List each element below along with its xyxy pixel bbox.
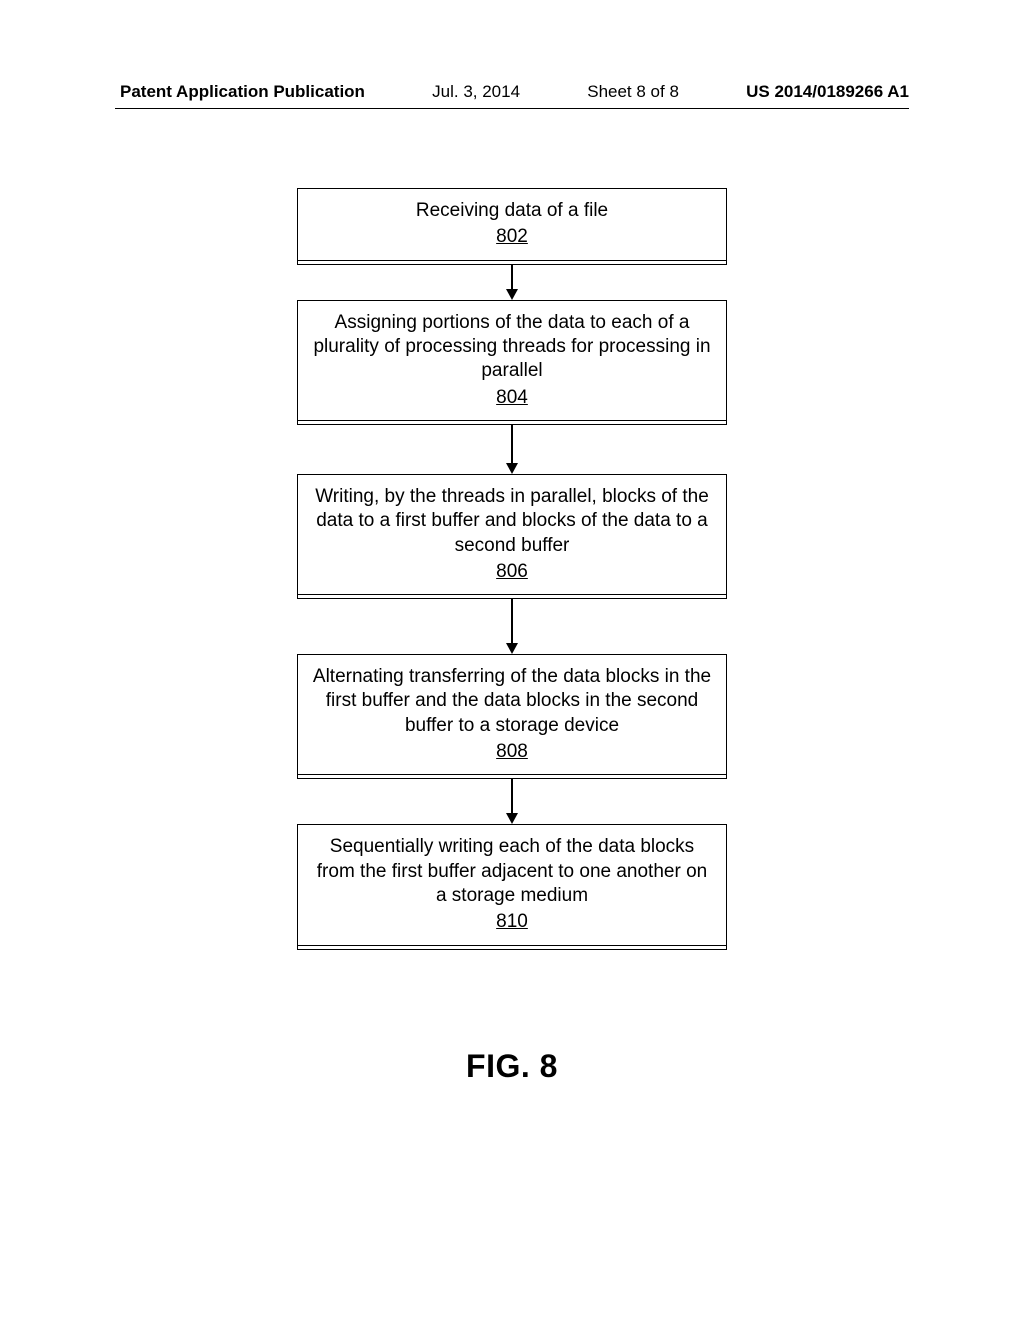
flow-node-ref: 802 (496, 225, 528, 249)
flow-arrow (506, 775, 518, 824)
arrow-shaft (511, 421, 513, 463)
arrow-head-icon (506, 643, 518, 654)
arrow-shaft (511, 261, 513, 289)
flow-node-box: Writing, by the threads in parallel, blo… (297, 474, 727, 595)
flow-node-box: Alternating transferring of the data blo… (297, 654, 727, 775)
flow-node-text: Writing, by the threads in parallel, blo… (310, 485, 714, 558)
arrow-head-icon (506, 289, 518, 300)
publication-number: US 2014/0189266 A1 (746, 82, 909, 102)
flow-node: Alternating transferring of the data blo… (297, 654, 727, 775)
flow-node-text: Assigning portions of the data to each o… (310, 311, 714, 384)
arrow-head-icon (506, 813, 518, 824)
flow-node-text: Receiving data of a file (310, 199, 714, 223)
arrow-shaft (511, 595, 513, 643)
flow-node-text: Sequentially writing each of the data bl… (310, 835, 714, 908)
flow-node: Writing, by the threads in parallel, blo… (297, 474, 727, 595)
arrow-shaft (511, 775, 513, 813)
flow-node-ref: 806 (496, 560, 528, 584)
flowchart: Receiving data of a file802 Assigning por… (0, 188, 1024, 946)
figure-label: FIG. 8 (0, 1048, 1024, 1085)
header-rule (115, 108, 909, 109)
flow-node-box: Receiving data of a file802 (297, 188, 727, 261)
publication-label: Patent Application Publication (120, 82, 365, 102)
flow-node-box: Assigning portions of the data to each o… (297, 300, 727, 421)
flow-node: Receiving data of a file802 (297, 188, 727, 261)
page-header: Patent Application Publication Jul. 3, 2… (0, 82, 1024, 102)
flow-node: Assigning portions of the data to each o… (297, 300, 727, 421)
publication-date: Jul. 3, 2014 (432, 82, 520, 102)
flow-node-ref: 810 (496, 910, 528, 934)
flow-arrow (506, 595, 518, 654)
flow-node-box: Sequentially writing each of the data bl… (297, 824, 727, 945)
arrow-head-icon (506, 463, 518, 474)
flow-arrow (506, 261, 518, 300)
flow-node-ref: 804 (496, 386, 528, 410)
flow-node: Sequentially writing each of the data bl… (297, 824, 727, 945)
sheet-number: Sheet 8 of 8 (587, 82, 679, 102)
flow-node-text: Alternating transferring of the data blo… (310, 665, 714, 738)
flow-node-ref: 808 (496, 740, 528, 764)
flow-arrow (506, 421, 518, 474)
